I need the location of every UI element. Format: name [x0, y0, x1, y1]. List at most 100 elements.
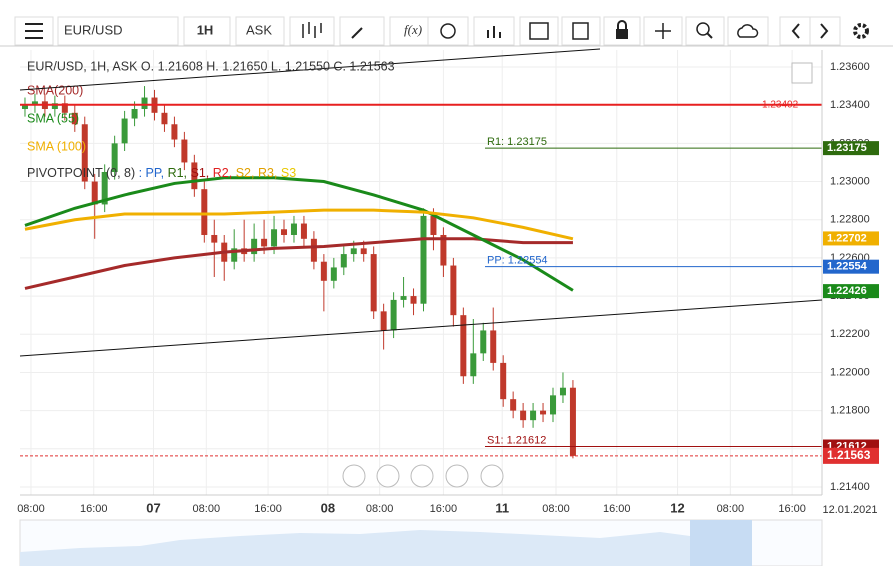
- y-tick-label: 1.22800: [830, 214, 870, 226]
- candle-body: [201, 189, 208, 235]
- cloud-button[interactable]: [727, 16, 769, 46]
- calendar-button[interactable]: [519, 16, 559, 46]
- x-tick-label: 16:00: [80, 503, 108, 515]
- forward-button[interactable]: [809, 16, 841, 46]
- fullscreen-button[interactable]: [791, 62, 813, 84]
- candle-body: [290, 223, 297, 235]
- price-tag: [823, 259, 879, 274]
- scroll-right[interactable]: [480, 464, 504, 488]
- candle-body: [121, 118, 128, 144]
- legend-entry: SMA (100): [27, 139, 86, 153]
- y-tick-label: 1.23400: [830, 99, 870, 111]
- price-tag: [823, 447, 879, 464]
- candle-body: [181, 139, 188, 163]
- indicator-button[interactable]: [473, 16, 515, 46]
- candle-body: [510, 399, 517, 411]
- y-tick-label: 1.21800: [830, 405, 870, 417]
- pivot-label: R1: 1.23175: [487, 136, 547, 148]
- price-tag-label: 1.23175: [827, 142, 867, 154]
- menu-button[interactable]: [14, 16, 54, 46]
- zoom-button[interactable]: [685, 16, 725, 46]
- x-tick-label: 08:00: [17, 503, 45, 515]
- candle-body: [231, 248, 238, 262]
- zoom-in[interactable]: [445, 464, 469, 488]
- candle-body: [21, 105, 28, 109]
- candle-body: [490, 330, 497, 363]
- candle-body: [281, 229, 288, 235]
- x-tick-label: 16:00: [254, 503, 282, 515]
- navigator-area: [20, 530, 690, 566]
- info-button[interactable]: [427, 16, 469, 46]
- scroll-left[interactable]: [342, 464, 366, 488]
- candle-body: [360, 248, 367, 255]
- candle-body: [530, 410, 537, 421]
- candle-body: [440, 234, 447, 266]
- zoom-out[interactable]: [376, 464, 400, 488]
- x-tick-label: 16:00: [430, 503, 458, 515]
- candle-body: [410, 296, 417, 304]
- interval: 1H: [197, 22, 214, 37]
- interval-select[interactable]: [183, 16, 231, 46]
- candle-body: [330, 267, 337, 281]
- y-tick-label: 1.23600: [830, 61, 870, 73]
- candle-body: [460, 315, 467, 377]
- price-tag: [823, 231, 879, 246]
- candle-body: [61, 103, 68, 113]
- moving-average: [24, 208, 574, 241]
- candle-body: [450, 265, 457, 316]
- candle-body: [131, 108, 138, 119]
- x-tick-label: 12: [670, 500, 684, 515]
- x-tick-label: 11: [495, 500, 509, 515]
- legend-entry: SMA (55): [27, 111, 79, 125]
- price-tag-label: 1.21563: [827, 448, 871, 462]
- pivot-item: R1,: [168, 166, 187, 180]
- y-tick-label: 1.21400: [830, 481, 870, 493]
- plot-area: 1.236001.234001.232001.230001.228001.226…: [17, 50, 870, 515]
- moving-average: [24, 176, 574, 292]
- news-button[interactable]: [561, 16, 601, 46]
- y-tick-label: 1.22200: [830, 328, 870, 340]
- x-tick-label: 16:00: [603, 503, 631, 515]
- pivot-item: R2,: [213, 166, 232, 180]
- alert-label: 1.23402: [762, 99, 799, 110]
- lock-button[interactable]: [603, 16, 641, 46]
- candle-body: [81, 124, 88, 182]
- trend-line: [19, 48, 601, 91]
- symbol-input[interactable]: [57, 16, 179, 46]
- candle-body: [251, 238, 258, 255]
- price-tag-label: 1.22554: [827, 261, 868, 273]
- navigator-window[interactable]: [690, 520, 752, 566]
- pivot-item: S1,: [191, 166, 210, 180]
- x-tick-label: 08:00: [366, 503, 394, 515]
- pivot-label: S1: 1.21612: [487, 434, 546, 446]
- candle-body: [390, 299, 397, 331]
- side: ASK: [246, 22, 272, 37]
- function-button[interactable]: f(x): [389, 16, 435, 46]
- candle-body: [171, 124, 178, 140]
- chart-header: EUR/USD, 1H, ASK O. 1.21608 H. 1.21650 L…: [27, 59, 395, 73]
- candle-body: [500, 362, 507, 400]
- reset[interactable]: [410, 464, 434, 488]
- draw-button[interactable]: [339, 16, 385, 46]
- y-tick-label: 1.23000: [830, 175, 870, 187]
- chart-type-button[interactable]: [289, 16, 335, 46]
- side-select[interactable]: [235, 16, 285, 46]
- navigator: [19, 519, 823, 566]
- symbol: EUR/USD: [64, 22, 123, 37]
- crosshair-button[interactable]: [643, 16, 683, 46]
- zoom-controls: [342, 464, 504, 488]
- price-tag-label: 1.22426: [827, 285, 867, 297]
- candle-body: [569, 387, 576, 456]
- date-label: 12.01.2021: [822, 504, 877, 516]
- settings-button[interactable]: [853, 23, 869, 39]
- candle-body: [320, 261, 327, 281]
- candle-body: [101, 171, 108, 205]
- fx-label: f(x): [404, 22, 422, 37]
- price-tag: [823, 284, 879, 299]
- pivot-item: R3,: [258, 166, 277, 180]
- x-tick-label: 08:00: [193, 503, 221, 515]
- candle-body: [559, 387, 566, 396]
- back-button[interactable]: [779, 16, 811, 46]
- candle-body: [91, 181, 98, 205]
